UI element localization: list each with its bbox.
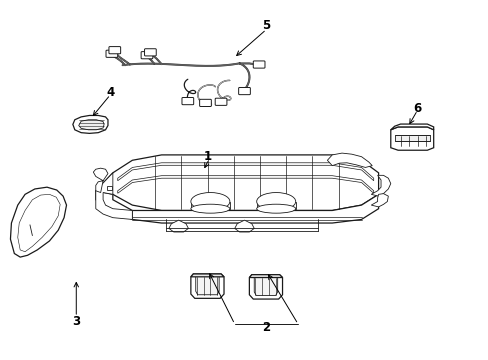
Text: 2: 2: [262, 321, 270, 334]
Polygon shape: [96, 173, 132, 220]
FancyBboxPatch shape: [182, 98, 193, 105]
Polygon shape: [96, 191, 132, 220]
Polygon shape: [254, 278, 277, 296]
Polygon shape: [79, 120, 104, 130]
Text: 5: 5: [262, 19, 270, 32]
Polygon shape: [190, 274, 224, 298]
Ellipse shape: [190, 193, 229, 211]
Ellipse shape: [256, 193, 295, 211]
FancyBboxPatch shape: [215, 98, 226, 105]
FancyBboxPatch shape: [144, 49, 156, 56]
Text: 3: 3: [72, 315, 80, 328]
FancyBboxPatch shape: [109, 46, 121, 54]
Polygon shape: [118, 163, 373, 181]
Polygon shape: [132, 194, 378, 223]
Polygon shape: [370, 175, 390, 196]
Text: 1: 1: [203, 150, 212, 163]
Polygon shape: [234, 220, 254, 232]
Ellipse shape: [256, 204, 295, 213]
FancyBboxPatch shape: [106, 50, 118, 57]
Polygon shape: [10, 187, 66, 257]
Polygon shape: [249, 275, 282, 278]
FancyBboxPatch shape: [199, 99, 211, 107]
Polygon shape: [256, 202, 295, 209]
FancyBboxPatch shape: [141, 51, 153, 59]
Polygon shape: [96, 155, 378, 211]
Polygon shape: [118, 176, 373, 193]
Polygon shape: [73, 116, 108, 134]
FancyBboxPatch shape: [253, 61, 264, 68]
Polygon shape: [249, 275, 282, 299]
Text: 6: 6: [413, 102, 421, 115]
Text: 4: 4: [106, 86, 114, 99]
Polygon shape: [190, 274, 224, 277]
Polygon shape: [168, 220, 188, 232]
Polygon shape: [327, 153, 371, 167]
FancyBboxPatch shape: [238, 87, 250, 95]
Polygon shape: [190, 202, 229, 209]
Ellipse shape: [190, 204, 229, 213]
Polygon shape: [107, 186, 112, 190]
Polygon shape: [394, 135, 429, 140]
Polygon shape: [390, 124, 433, 130]
Polygon shape: [370, 194, 387, 207]
Polygon shape: [195, 277, 219, 295]
Polygon shape: [18, 194, 60, 252]
Polygon shape: [93, 168, 108, 193]
Polygon shape: [390, 127, 433, 150]
